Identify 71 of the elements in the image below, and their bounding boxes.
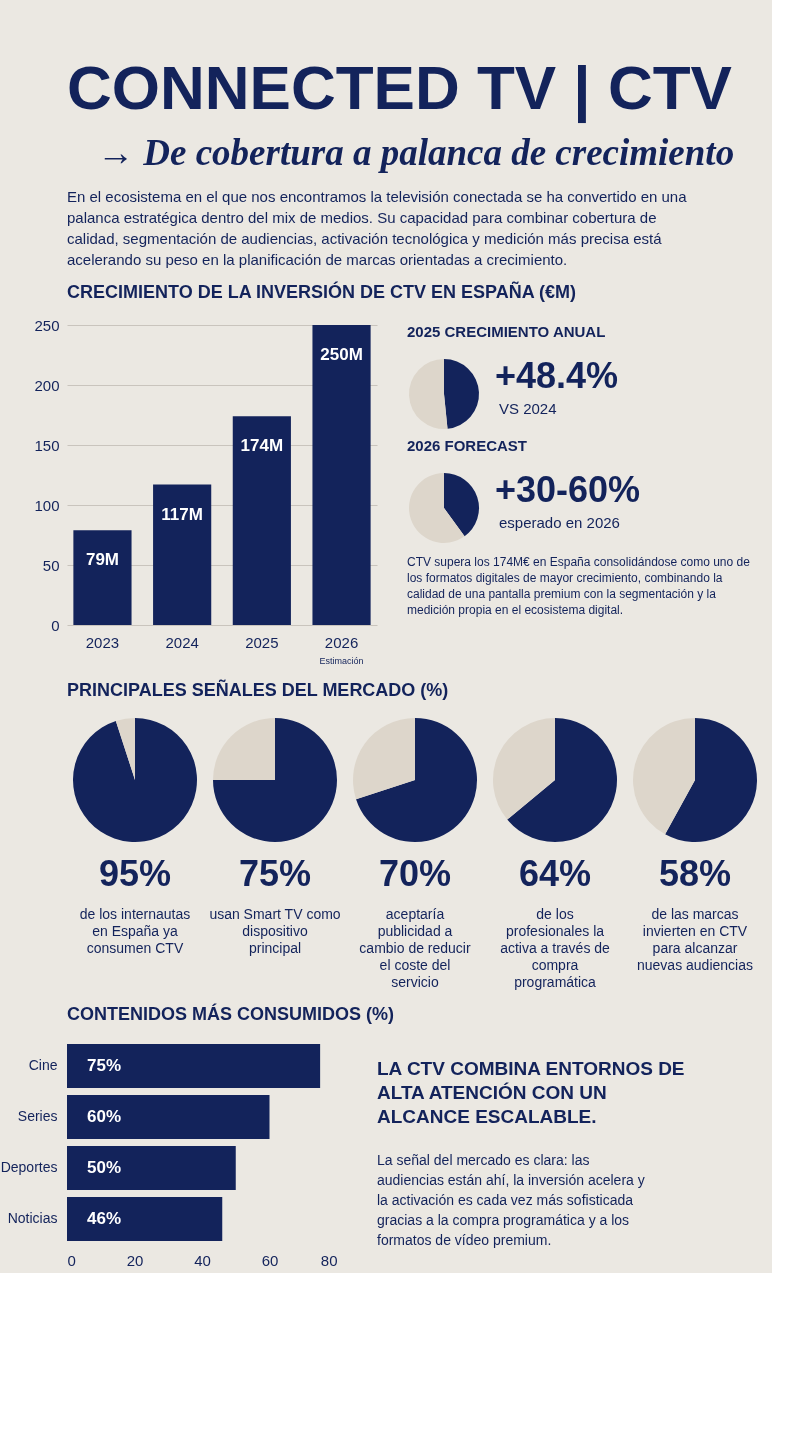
text: PRINCIPALES SEÑALES DEL MERCADO (%) [67, 679, 449, 700]
chart-title: 2025 CRECIMIENTO ANUAL [407, 323, 606, 340]
data-label: 60% [87, 1107, 122, 1126]
data-label: 75% [87, 1056, 122, 1076]
text: LA CTV COMBINA ENTORNOS DE ALTA ATENCIÓN CON UN ALCANCE ESCALABLE. [377, 1058, 685, 1127]
bar [73, 530, 132, 625]
bar [153, 484, 212, 625]
pie-slice [633, 718, 695, 835]
x-tick-label: 2023 [85, 633, 120, 651]
text: +48.4% [495, 355, 619, 396]
pie-slice [493, 718, 555, 820]
y-tick-label: Deportes [0, 1159, 58, 1175]
pie-slice [409, 359, 448, 429]
pie-slice [73, 718, 197, 842]
text: de los internautas en España ya consumen CTV [79, 906, 191, 956]
text: En el ecosistema en el que nos encontramos la televisión conectada se ha convertido en una palanca estratégica dentro del mix de medios. Su capacidad para combinar cobertura de calidad, segmentación de audiencias, activación tecnológica y medición más precisa está acelerando su peso en la planificación de marcas orientadas a crecimiento. [67, 188, 688, 268]
text: 64% [518, 853, 592, 894]
x-tick-label: 2024 [165, 633, 199, 651]
data-label: 79M [85, 550, 119, 570]
data-label: 50% [87, 1158, 122, 1177]
text: aceptaría publicidad a cambio de reducir el coste del servicio [359, 906, 471, 990]
pie-slice [444, 473, 479, 537]
pie-slice [213, 718, 337, 842]
chart-title: CONTENIDOS MÁS CONSUMIDOS (%) [67, 1003, 395, 1024]
x-tick-label: 80 [320, 1251, 338, 1269]
y-tick-label: 250 [34, 316, 60, 334]
bar [312, 325, 371, 625]
pie-slice [353, 718, 415, 800]
x-tick-label: 60 [261, 1251, 279, 1269]
data-label: 117M [161, 504, 203, 524]
text: 70% [378, 853, 452, 894]
y-tick-label: Cine [28, 1057, 58, 1074]
pie-slice [356, 718, 477, 842]
y-tick-label: 50 [42, 556, 60, 574]
text: CTV supera los 174M€ en España consolidándose como uno de los formatos digitales de mayor crecimiento, combinando la calidad de una pantalla premium con la segmentación y la medición propia en el ecosistema digital. [407, 555, 751, 617]
text: de las marcas invierten en CTV para alcanzar nuevas audiencias [637, 906, 753, 973]
pie-slice [665, 718, 757, 842]
text: 58% [658, 853, 732, 894]
text: Estimación [319, 656, 364, 666]
text: 75% [238, 853, 312, 894]
chart-title: 2026 FORECAST [407, 437, 528, 454]
y-tick-label: 100 [34, 496, 60, 514]
pie-slice [115, 718, 135, 780]
y-tick-label: Series [17, 1108, 58, 1124]
y-tick-label: 200 [34, 376, 60, 394]
x-tick-label: 40 [194, 1251, 211, 1269]
y-tick-label: 150 [34, 436, 60, 454]
chart-title: CRECIMIENTO DE LA INVERSIÓN DE CTV EN ESPAÑA (€M) [67, 281, 577, 302]
x-tick-label: 2026 [324, 633, 359, 651]
text: +30-60% [495, 469, 641, 510]
bar [232, 416, 291, 625]
text: 95% [98, 853, 172, 894]
text: de los profesionales la activa a través de compra programática [500, 906, 611, 990]
x-tick-label: 20 [126, 1251, 144, 1269]
text: usan Smart TV como dispositivo principal [209, 906, 341, 956]
data-label: 174M [240, 436, 284, 456]
text: esperado en 2026 [499, 514, 620, 531]
pie-slice [213, 718, 275, 780]
text: CONNECTED TV | CTV [67, 53, 732, 124]
y-tick-label: 0 [51, 616, 60, 634]
y-tick-label: Noticias [7, 1209, 58, 1226]
pie-slice [444, 359, 479, 429]
text: La señal del mercado es clara: las audiencias están ahí, la inversión acelera y la activación es cada vez más sofisticada gracias a la compra programática y a los formatos de vídeo premium. [377, 1152, 645, 1248]
x-tick-label: 0 [67, 1251, 76, 1269]
x-tick-label: 2025 [245, 633, 279, 651]
text: → De cobertura a palanca de crecimiento [97, 132, 735, 173]
pie-slice [507, 718, 617, 842]
data-label: 250M [320, 345, 363, 364]
data-label: 46% [87, 1208, 122, 1228]
text: VS 2024 [499, 400, 557, 417]
pie-slice [409, 473, 465, 543]
